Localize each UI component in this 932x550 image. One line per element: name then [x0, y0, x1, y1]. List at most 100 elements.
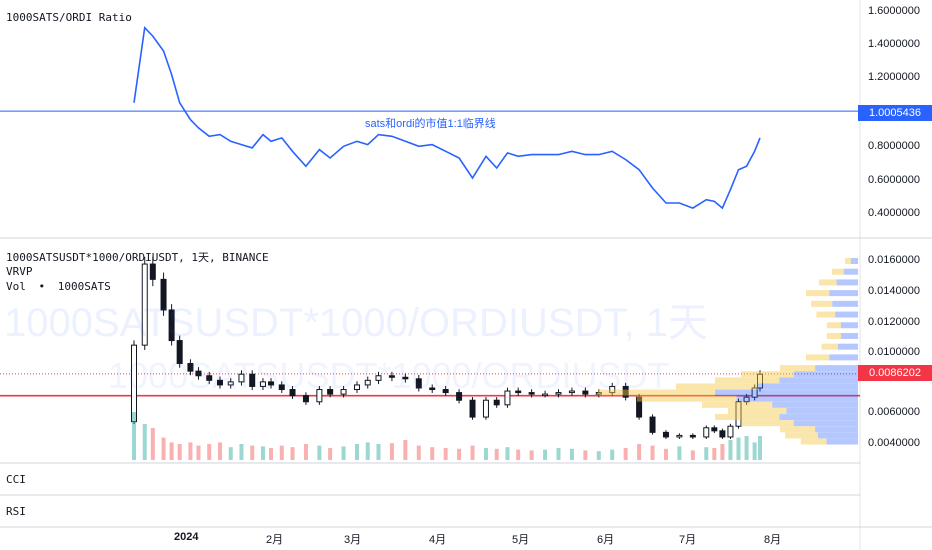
vp-bar-down: [728, 407, 787, 414]
x-label-aug: 8月: [764, 534, 782, 546]
x-label-2024: 2024: [174, 531, 199, 543]
candle-body: [206, 375, 213, 381]
volume-bar: [403, 440, 408, 460]
volume-bar: [354, 444, 359, 460]
volume-bar: [260, 446, 265, 460]
volume-bar: [365, 442, 370, 460]
vol-label[interactable]: Vol • 1000SATS: [6, 280, 111, 293]
volume-bar: [430, 447, 435, 460]
volume-bar: [494, 448, 499, 460]
top-price-badge: 1.0005436: [858, 105, 932, 121]
volume-bar: [341, 446, 346, 460]
vp-bar-down: [676, 383, 758, 390]
candle-body: [249, 373, 256, 387]
vp-bar-down: [806, 290, 830, 297]
volume-bar: [196, 445, 201, 460]
vp-bar-down: [702, 401, 773, 408]
candle-body: [662, 431, 669, 438]
candle-body: [727, 425, 734, 438]
x-label-apr: 4月: [429, 534, 447, 546]
volume-bar: [177, 444, 182, 460]
rsi-label[interactable]: RSI: [6, 505, 26, 518]
vp-bar-up: [840, 322, 858, 329]
vrvp-label[interactable]: VRVP: [6, 265, 33, 278]
vp-bar-down: [785, 432, 818, 439]
candle-body: [595, 392, 602, 395]
candle-body: [609, 385, 616, 394]
volume-bar: [269, 448, 274, 460]
vp-bar-down: [826, 332, 841, 339]
volume-bar: [290, 447, 295, 460]
vp-bar-up: [793, 420, 858, 427]
vp-bar-down: [780, 365, 816, 372]
volume-bar: [736, 437, 741, 460]
top-y-tick-2: 1.2000000: [868, 71, 920, 83]
watermark-large: 1000SATSUSDT*1000/ORDIUSDT, 1天: [4, 301, 708, 345]
candle-body: [415, 378, 422, 389]
volume-bar: [650, 445, 655, 460]
volume-bar: [443, 448, 448, 460]
volume-bar: [239, 444, 244, 460]
vp-bar-up: [779, 414, 858, 421]
ratio-series: [0, 25, 860, 210]
candle-body: [141, 263, 148, 346]
volume-bar: [279, 445, 284, 460]
volume-bar: [728, 440, 733, 460]
vp-bar-down: [821, 343, 838, 350]
volume-bar: [752, 442, 757, 460]
bottom-y-tick-2: 0.0120000: [868, 316, 920, 328]
candle-body: [751, 387, 758, 398]
candle-body: [353, 384, 360, 391]
vp-bar-up: [817, 432, 858, 439]
bottom-pane-title: 1000SATSUSDT*1000/ORDIUSDT, 1天, BINANCE: [6, 251, 269, 264]
candle-body: [676, 434, 683, 438]
vp-bar-down: [819, 279, 837, 286]
vp-bar-up: [772, 401, 858, 408]
volume-bar: [132, 412, 136, 460]
vp-bar-down: [845, 258, 851, 264]
volume-bar: [328, 448, 333, 460]
vp-bar-up: [815, 365, 858, 372]
candle-body: [482, 399, 489, 418]
ratio-line: [133, 25, 761, 210]
candle-body: [456, 392, 463, 401]
bottom-y-tick-4: 0.0060000: [868, 406, 920, 418]
volume-bar: [569, 448, 574, 460]
vp-bar-up: [843, 268, 858, 275]
top-y-tick-0: 1.6000000: [868, 5, 920, 17]
vp-bar-up: [715, 389, 858, 396]
candle-body: [429, 387, 436, 391]
vp-bar-up: [829, 354, 858, 361]
cci-label[interactable]: CCI: [6, 473, 26, 486]
vp-bar-down: [780, 426, 816, 433]
volume-bar: [142, 424, 147, 460]
volume-bar: [610, 449, 615, 460]
volume-bar: [677, 446, 682, 460]
candle-body: [711, 427, 718, 432]
volume-bar: [416, 445, 421, 460]
top-hline-label: sats和ordi的市值1:1临界线: [365, 118, 496, 130]
top-y-tick-3: 0.8000000: [868, 140, 920, 152]
top-y-tick-5: 0.4000000: [868, 207, 920, 219]
candle-body: [735, 401, 742, 427]
candle-body: [649, 416, 656, 433]
candle-body: [187, 363, 194, 372]
vp-bar-down: [741, 420, 794, 427]
vol-label-text: Vol: [6, 280, 26, 293]
candle-body: [149, 263, 156, 280]
candle-body: [168, 309, 175, 342]
volume-bar: [150, 428, 155, 460]
candle-body: [542, 393, 549, 397]
vp-bar-up: [815, 426, 858, 433]
candle-body: [582, 390, 589, 395]
volume-bar: [583, 450, 588, 460]
vp-bar-up: [786, 407, 858, 414]
volume-bar: [543, 449, 548, 460]
vp-bar-up: [793, 371, 858, 378]
volume-series: [132, 412, 762, 460]
candle-body: [302, 395, 309, 403]
candle-body: [743, 396, 750, 403]
volume-bar: [470, 445, 475, 460]
vp-bar-down: [715, 377, 780, 384]
